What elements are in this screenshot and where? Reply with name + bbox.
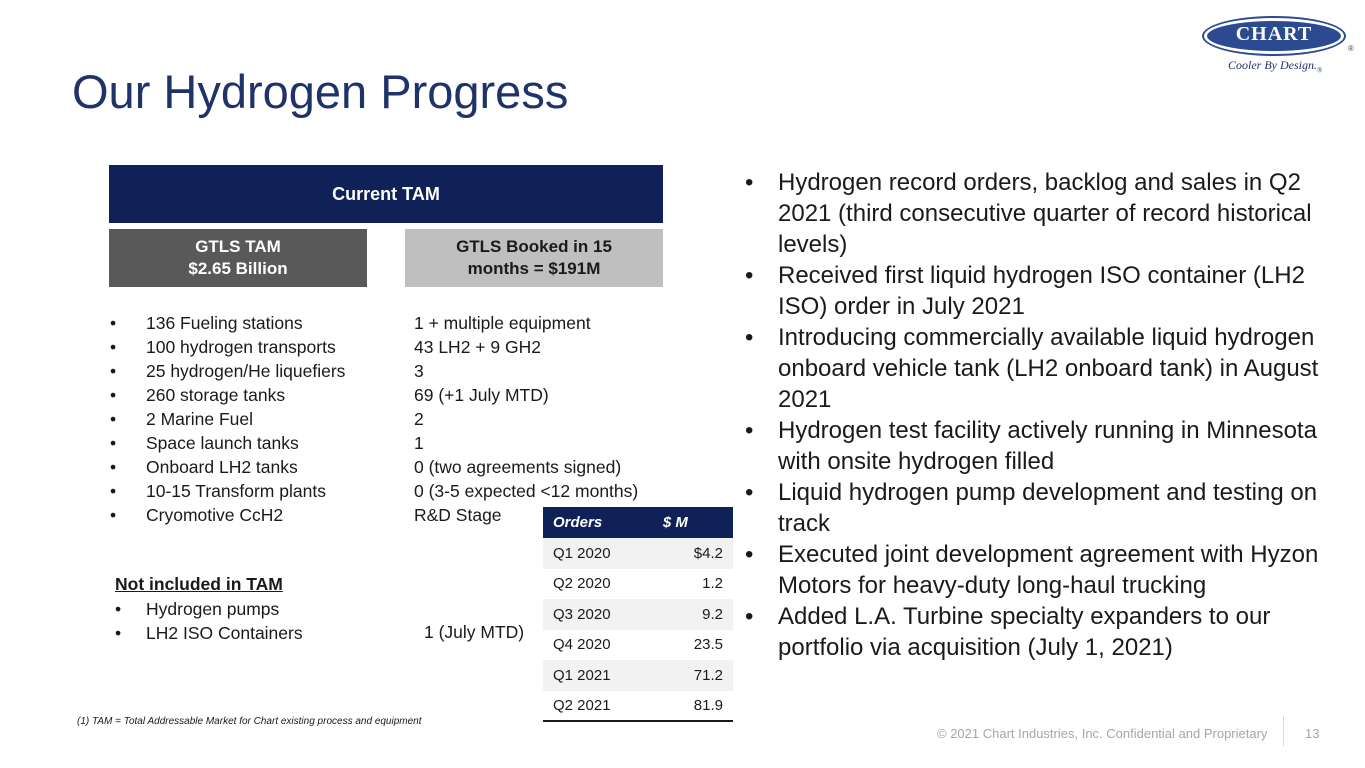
booked-item: 0 (two agreements signed) — [414, 457, 622, 477]
value-cell: 23.5 — [693, 636, 723, 654]
highlight-item: • Liquid hydrogen pump development and te… — [745, 479, 1318, 537]
tam-item: • Cryomotive CcH2 — [110, 505, 284, 525]
lh2-iso-booked: 1 (July MTD) — [424, 622, 525, 642]
tam-items-list: • 136 Fueling stations • 100 hydrogen tran… — [110, 311, 345, 527]
tam-item: • Onboard LH2 tanks — [110, 457, 298, 477]
highlight-item: • Added L.A. Turbine specialty expanders … — [745, 603, 1271, 661]
highlight-item: • Received first liquid hydrogen ISO cont… — [745, 262, 1305, 320]
not-included-item: • LH2 ISO Containers — [115, 623, 303, 643]
value-cell: 9.2 — [652, 599, 733, 630]
booked-item: 2 — [414, 409, 424, 429]
highlight-item: • Hydrogen test facility actively running… — [745, 417, 1317, 475]
not-included-list: • Hydrogen pumps • LH2 ISO Containers — [115, 597, 303, 645]
highlights-list: • Hydrogen record orders, backlog and sal… — [745, 167, 1325, 663]
booked-item: 1 + multiple equipment — [414, 313, 591, 333]
booked-item: 69 (+1 July MTD) — [414, 385, 549, 405]
tam-item: • 136 Fueling stations — [110, 313, 303, 333]
booked-items-list: 1 + multiple equipment 43 LH2 + 9 GH2 3 … — [414, 311, 638, 527]
period-cell: Q3 2020 — [543, 599, 653, 630]
period-cell: Q1 2021 — [543, 660, 653, 691]
period-cell: Q2 2021 — [543, 690, 653, 722]
booked-item: 0 (3-5 expected <12 months) — [414, 481, 639, 501]
orders-table: Orders $ M Q1 2020 $4.2 Q2 2020 1.2 Q3 2… — [543, 507, 733, 722]
value-cell: $4.2 — [652, 538, 733, 569]
page-number: 13 — [1305, 726, 1320, 741]
tam-item: • 25 hydrogen/He liquefiers — [110, 361, 346, 381]
period-cell: Q2 2020 — [553, 575, 611, 593]
footnote: (1) TAM = Total Addressable Market for C… — [77, 716, 422, 727]
tam-item: • 2 Marine Fuel — [110, 409, 253, 429]
highlight-item: • Hydrogen record orders, backlog and sal… — [745, 169, 1312, 258]
booked-item: 43 LH2 + 9 GH2 — [414, 337, 541, 357]
table-row: Q3 2020 9.2 — [543, 599, 733, 630]
table-row: Q1 2020 $4.2 — [543, 538, 733, 569]
page-title: Our Hydrogen Progress — [72, 65, 569, 118]
booked-item: R&D Stage — [414, 505, 502, 525]
gtls-booked-box: GTLS Booked in 15 months = $191M — [405, 229, 663, 287]
gtls-booked-label: GTLS Booked in 15 — [456, 237, 612, 256]
period-cell: Q1 2020 — [543, 538, 653, 569]
period-cell: Q4 2020 — [553, 636, 611, 654]
value-cell: 81.9 — [652, 690, 733, 722]
tam-item: • 260 storage tanks — [110, 385, 286, 405]
logo-registered-mark: ® — [1348, 44, 1354, 53]
gtls-tam-box: GTLS TAM $2.65 Billion — [109, 229, 367, 287]
gtls-booked-value: months = $191M — [467, 259, 601, 278]
booked-item: 3 — [414, 361, 424, 381]
highlight-item: • Executed joint development agreement wi… — [745, 541, 1319, 599]
current-tam-header: Current TAM — [109, 165, 663, 223]
copyright-notice: © 2021 Chart Industries, Inc. Confidenti… — [937, 726, 1268, 741]
orders-column-header: Orders — [543, 507, 653, 538]
gtls-tam-label: GTLS TAM — [195, 237, 281, 256]
tam-item: • Space launch tanks — [110, 433, 299, 453]
logo-tagline: Cooler By Design.® — [1228, 58, 1323, 75]
highlight-item: • Introducing commercially available liqu… — [745, 324, 1319, 413]
tam-item: • 100 hydrogen transports — [110, 337, 336, 357]
chart-logo: CHART ® Cooler By Design.® — [1198, 18, 1358, 76]
gtls-tam-value: $2.65 Billion — [188, 259, 288, 278]
value-cell: 1.2 — [702, 575, 723, 593]
value-cell: 71.2 — [652, 660, 733, 691]
table-row: Q4 2020 23.5 — [543, 630, 733, 661]
table-row: Q2 2021 81.9 — [543, 690, 733, 722]
value-column-header: $ M — [652, 507, 733, 538]
table-row: Q2 2020 1.2 — [543, 569, 733, 600]
tam-item: • 10-15 Transform plants — [110, 481, 326, 501]
not-included-item: • Hydrogen pumps — [115, 599, 280, 619]
footer-divider — [1283, 716, 1284, 746]
not-included-heading: Not included in TAM — [115, 574, 283, 594]
orders-table-header-row: Orders $ M — [543, 507, 733, 538]
logo-brand: CHART — [1235, 23, 1313, 45]
table-row: Q1 2021 71.2 — [543, 660, 733, 691]
logo-oval — [1204, 18, 1344, 54]
booked-item: 1 — [414, 433, 424, 453]
